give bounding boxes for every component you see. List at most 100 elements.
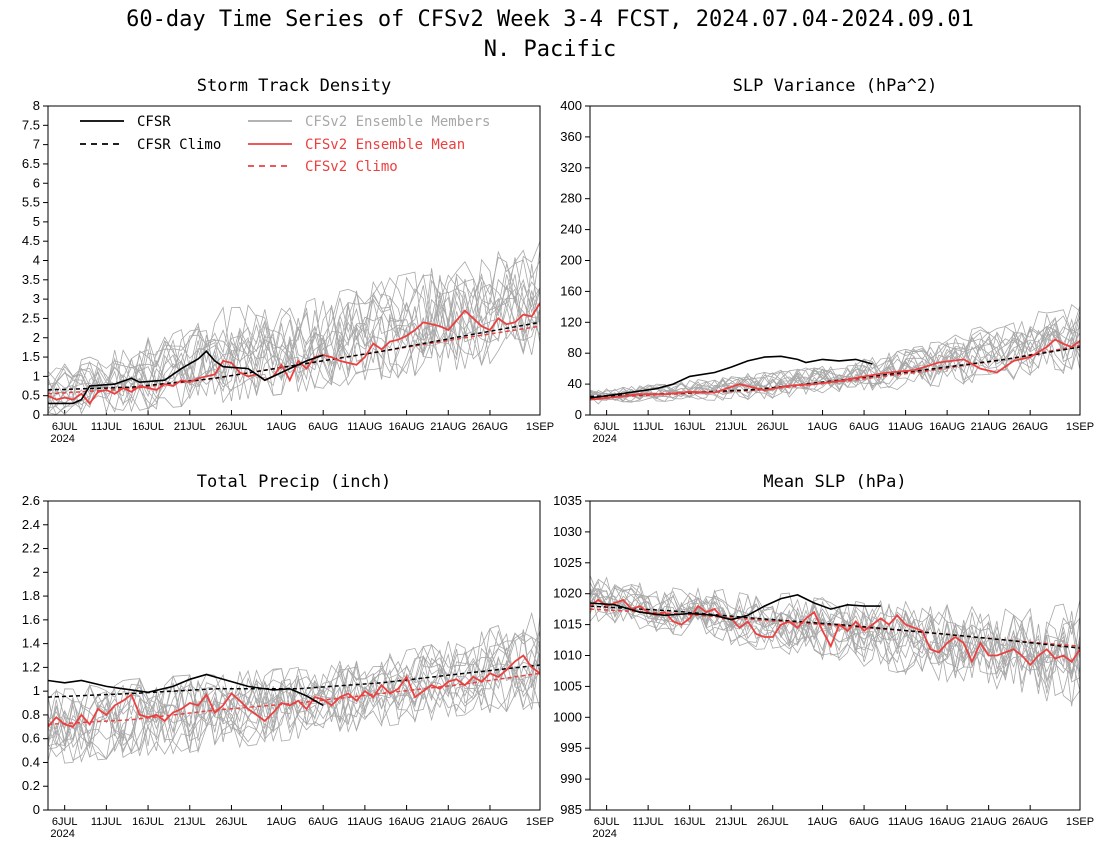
x-tick-label: 6JUL	[52, 816, 78, 828]
legend: CFSR CFSR Climo CFSv2 Ensemble Members CFSv…	[80, 114, 490, 175]
ensemble-member-line	[48, 624, 540, 735]
ensemble-member-line	[590, 590, 1080, 703]
cfsv2-climo-line	[590, 344, 1080, 399]
x-tick-label: 11JUL	[91, 816, 122, 828]
y-tick-label: 40	[568, 376, 582, 391]
x-tick-sublabel: 2024	[50, 433, 74, 445]
plot-frame	[589, 500, 1081, 811]
cfsr-climo-line	[48, 321, 540, 391]
y-tick-label: 1	[33, 683, 40, 698]
cfsr-line	[48, 673, 324, 707]
ensemble-mean-line	[48, 302, 540, 405]
y-tick-label: 160	[560, 283, 582, 298]
x-tick-label: 6AUG	[308, 816, 338, 828]
ensemble-member-line	[590, 584, 1080, 681]
cfsr-climo-line	[590, 605, 1080, 649]
x-tick-label: 6JUL	[594, 816, 620, 828]
x-tick-label: 1SEP	[1066, 421, 1094, 433]
x-tick-label: 26AUG	[1012, 816, 1048, 828]
x-tick-label: 6AUG	[849, 421, 879, 433]
x-tick-label: 1SEP	[1066, 816, 1094, 828]
y-tick-label: 2.5	[22, 310, 40, 325]
y-tick-label: 4.5	[22, 233, 40, 248]
x-tick-label: 6AUG	[308, 421, 338, 433]
x-tick-label: 6AUG	[849, 816, 879, 828]
y-tick-label: 3.5	[22, 272, 40, 287]
y-tick-label: 1.5	[22, 349, 40, 364]
y-tick-label: 3	[33, 291, 40, 306]
y-tick-label: 0.6	[22, 731, 40, 746]
chart-panel-2: SLP Variance (hPa^2) 0 40 80 120 160 200 240 280…	[560, 76, 1094, 445]
x-tick-label: 26JUL	[757, 816, 789, 828]
legend-label-2: CFSR Climo	[137, 137, 221, 153]
cfsr-line	[48, 350, 324, 405]
plot-frame	[47, 500, 541, 811]
y-tick-label: 1000	[553, 709, 582, 724]
y-tick-label: 1030	[553, 524, 582, 539]
y-tick-label: 6.5	[22, 156, 40, 171]
y-tick-label: 2	[33, 330, 40, 345]
y-tick-label: 2	[33, 564, 40, 579]
y-tick-label: 0	[575, 407, 582, 422]
x-tick-label: 11AUG	[888, 816, 923, 828]
y-tick-label: 1005	[553, 678, 582, 693]
y-tick-label: 985	[560, 802, 582, 817]
ensemble-member-line	[590, 328, 1080, 403]
panel-title: SLP Variance (hPa^2)	[733, 76, 938, 96]
ensemble-mean-line	[590, 338, 1080, 401]
ensemble-member-line	[48, 250, 540, 398]
ensemble-member-line	[48, 656, 540, 764]
x-tick-label: 16JUL	[132, 421, 164, 433]
y-tick-label: 8	[33, 98, 40, 113]
ensemble-member-line	[590, 304, 1080, 397]
ensemble-member-line	[48, 665, 540, 763]
y-tick-label: 0	[33, 802, 40, 817]
x-tick-label: 21AUG	[971, 816, 1007, 828]
x-tick-label: 6JUL	[594, 421, 620, 433]
x-tick-label: 1AUG	[267, 421, 297, 433]
cfsr-line	[590, 594, 881, 621]
y-tick-label: 1.4	[22, 636, 40, 651]
ensemble-member-line	[48, 249, 540, 405]
x-tick-label: 6JUL	[52, 421, 78, 433]
x-tick-label: 26JUL	[216, 421, 248, 433]
x-tick-label: 26JUL	[216, 816, 248, 828]
legend-label-1: CFSR	[137, 114, 171, 130]
y-tick-label: 2.4	[22, 517, 40, 532]
ensemble-member-line	[48, 296, 540, 415]
y-tick-label: 0.5	[22, 388, 40, 403]
y-tick-label: 1015	[553, 617, 582, 632]
ensemble-mean-line	[590, 598, 1080, 667]
x-tick-label: 1AUG	[267, 816, 297, 828]
y-tick-label: 0.8	[22, 707, 40, 722]
ensemble-member-line	[48, 263, 540, 394]
ensemble-member-line	[48, 652, 540, 759]
ensemble-member-line	[590, 322, 1080, 401]
x-tick-sublabel: 2024	[50, 828, 74, 840]
y-tick-label: 1010	[553, 648, 582, 663]
y-tick-label: 240	[560, 222, 582, 237]
x-tick-label: 16AUG	[389, 816, 425, 828]
y-tick-label: 0.2	[22, 778, 40, 793]
cfsr-line	[590, 355, 873, 399]
y-tick-label: 0	[33, 407, 40, 422]
x-tick-label: 1AUG	[808, 816, 838, 828]
x-tick-label: 21JUL	[174, 421, 206, 433]
x-tick-label: 11JUL	[91, 421, 122, 433]
plot-frame	[47, 105, 541, 416]
x-tick-label: 11AUG	[347, 421, 382, 433]
ensemble-member-line	[48, 629, 540, 742]
y-tick-label: 280	[560, 191, 582, 206]
x-tick-label: 16JUL	[132, 816, 164, 828]
y-tick-label: 5	[33, 214, 40, 229]
panel-title: Mean SLP (hPa)	[763, 472, 906, 492]
y-tick-label: 320	[560, 160, 582, 175]
x-tick-label: 16AUG	[929, 421, 965, 433]
y-tick-label: 995	[560, 740, 582, 755]
ensemble-member-line	[48, 665, 540, 753]
x-tick-label: 16AUG	[389, 421, 425, 433]
y-tick-label: 2.6	[22, 493, 40, 508]
x-tick-label: 21AUG	[430, 421, 466, 433]
x-tick-label: 1SEP	[526, 421, 554, 433]
